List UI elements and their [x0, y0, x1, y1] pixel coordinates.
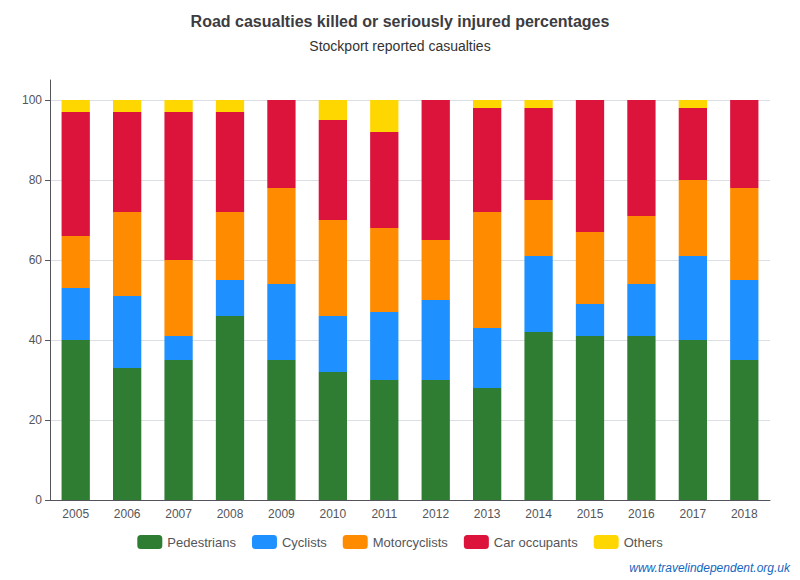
svg-text:2006: 2006 [114, 507, 141, 521]
svg-text:2016: 2016 [628, 507, 655, 521]
svg-text:2014: 2014 [525, 507, 552, 521]
svg-text:2011: 2011 [371, 507, 397, 521]
svg-text:Cyclists: Cyclists [282, 535, 327, 550]
svg-text:www.travelindependent.org.uk: www.travelindependent.org.uk [629, 561, 791, 575]
svg-text:20: 20 [29, 413, 43, 427]
svg-text:0: 0 [35, 493, 42, 507]
svg-text:80: 80 [29, 173, 43, 187]
svg-text:Road casualties killed or seri: Road casualties killed or seriously inju… [191, 13, 610, 30]
svg-text:2013: 2013 [474, 507, 501, 521]
svg-text:2010: 2010 [320, 507, 347, 521]
svg-text:100: 100 [22, 93, 42, 107]
svg-text:Pedestrians: Pedestrians [167, 535, 236, 550]
svg-text:Motorcyclists: Motorcyclists [373, 535, 449, 550]
svg-text:60: 60 [29, 253, 43, 267]
svg-text:Stockport reported casualties: Stockport reported casualties [309, 38, 490, 54]
svg-text:2017: 2017 [680, 507, 707, 521]
svg-text:2018: 2018 [731, 507, 758, 521]
svg-text:2008: 2008 [217, 507, 244, 521]
svg-text:Car occupants: Car occupants [494, 535, 578, 550]
svg-text:40: 40 [29, 333, 43, 347]
svg-text:2015: 2015 [577, 507, 604, 521]
svg-text:2009: 2009 [268, 507, 295, 521]
svg-text:2005: 2005 [62, 507, 89, 521]
svg-text:Others: Others [624, 535, 664, 550]
svg-text:2007: 2007 [165, 507, 192, 521]
svg-text:2012: 2012 [422, 507, 449, 521]
